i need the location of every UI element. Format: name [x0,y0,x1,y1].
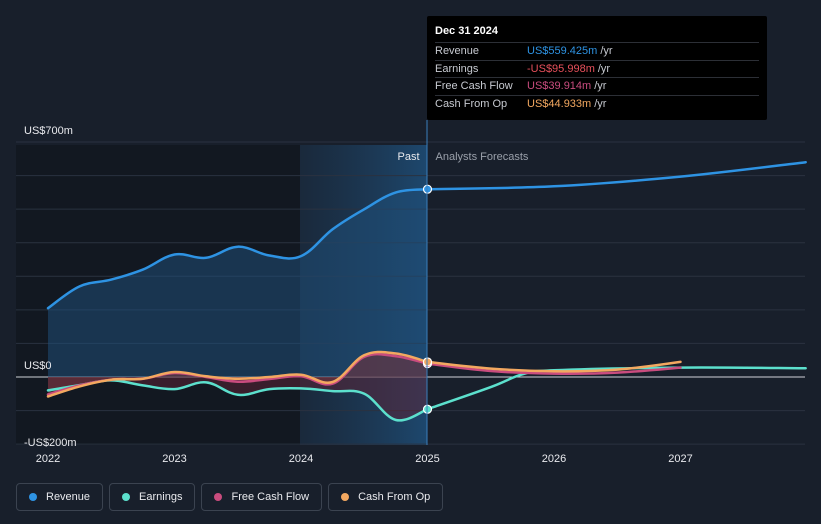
tooltip-unit: /yr [594,80,607,93]
revenue-dot-icon [29,493,37,501]
tooltip-row-earnings: Earnings -US$95.998m /yr [435,59,759,78]
legend-label: Earnings [139,491,183,503]
legend-label: Revenue [46,491,91,503]
axis-labels: US$700m US$0 -US$200m 2022 2023 2024 2025 2026 2… [24,125,693,465]
tooltip-label: Earnings [435,62,479,75]
tooltip-row-free-cash-flow: Free Cash Flow US$39.914m /yr [435,77,759,95]
revenue-area [48,189,428,377]
tooltip-unit: /yr [597,62,611,75]
legend-item-revenue[interactable]: Revenue [16,483,104,511]
tooltip-unit: /yr [594,97,607,110]
x-tick-label: 2027 [668,453,692,465]
x-tick-label: 2026 [542,453,566,465]
cash-from-op-past-line [46,350,429,398]
legend-label: Free Cash Flow [231,491,310,503]
tooltip-value: US$44.933m [527,97,592,110]
free-cash-flow-forecast-line [426,362,682,375]
tooltip-value: -US$95.998m [527,62,595,75]
revenue-forecast-line [426,160,807,191]
x-tick-label: 2025 [415,453,439,465]
series-lines [46,160,807,422]
y-tick-label: -US$200m [24,437,77,449]
legend-item-earnings[interactable]: Earnings [109,483,196,511]
free-cash-flow-area [48,354,428,395]
revenue-past-line [46,187,429,310]
tooltip-label: Revenue [435,45,480,58]
earnings-area [48,377,428,421]
y-tick-label: US$700m [24,125,73,137]
tooltip-label: Free Cash Flow [435,80,513,93]
legend-item-cash-from-op[interactable]: Cash From Op [328,483,444,511]
x-tick-label: 2022 [36,453,60,465]
legend: Revenue Earnings Free Cash Flow Cash Fro… [16,483,444,511]
y-tick-label: US$0 [24,360,52,372]
free-cash-flow-dot-icon [214,493,223,501]
tooltip-label: Cash From Op [435,97,508,110]
cash-from-op-dot-icon [341,493,350,501]
tooltip-value: US$39.914m [527,80,592,93]
x-tick-label: 2023 [162,453,186,465]
earnings-dot-icon [122,493,131,501]
x-tick-label: 2024 [289,453,313,465]
legend-label: Cash From Op [358,491,431,503]
cash-from-op-forecast-line [426,360,682,373]
legend-item-free-cash-flow[interactable]: Free Cash Flow [201,483,323,511]
tooltip-row-cash-from-op: Cash From Op US$44.933m /yr [435,94,759,113]
tooltip-value: US$559.425m [527,45,598,58]
past-label: Past [397,151,419,163]
forecast-label: Analysts Forecasts [436,151,529,163]
tooltip-unit: /yr [600,45,613,58]
tooltip-row-revenue: Revenue US$559.425m /yr [435,42,759,60]
tooltip: Dec 31 2024 Revenue US$559.425m /yr Earn… [427,16,767,120]
tooltip-date: Dec 31 2024 [435,25,498,37]
